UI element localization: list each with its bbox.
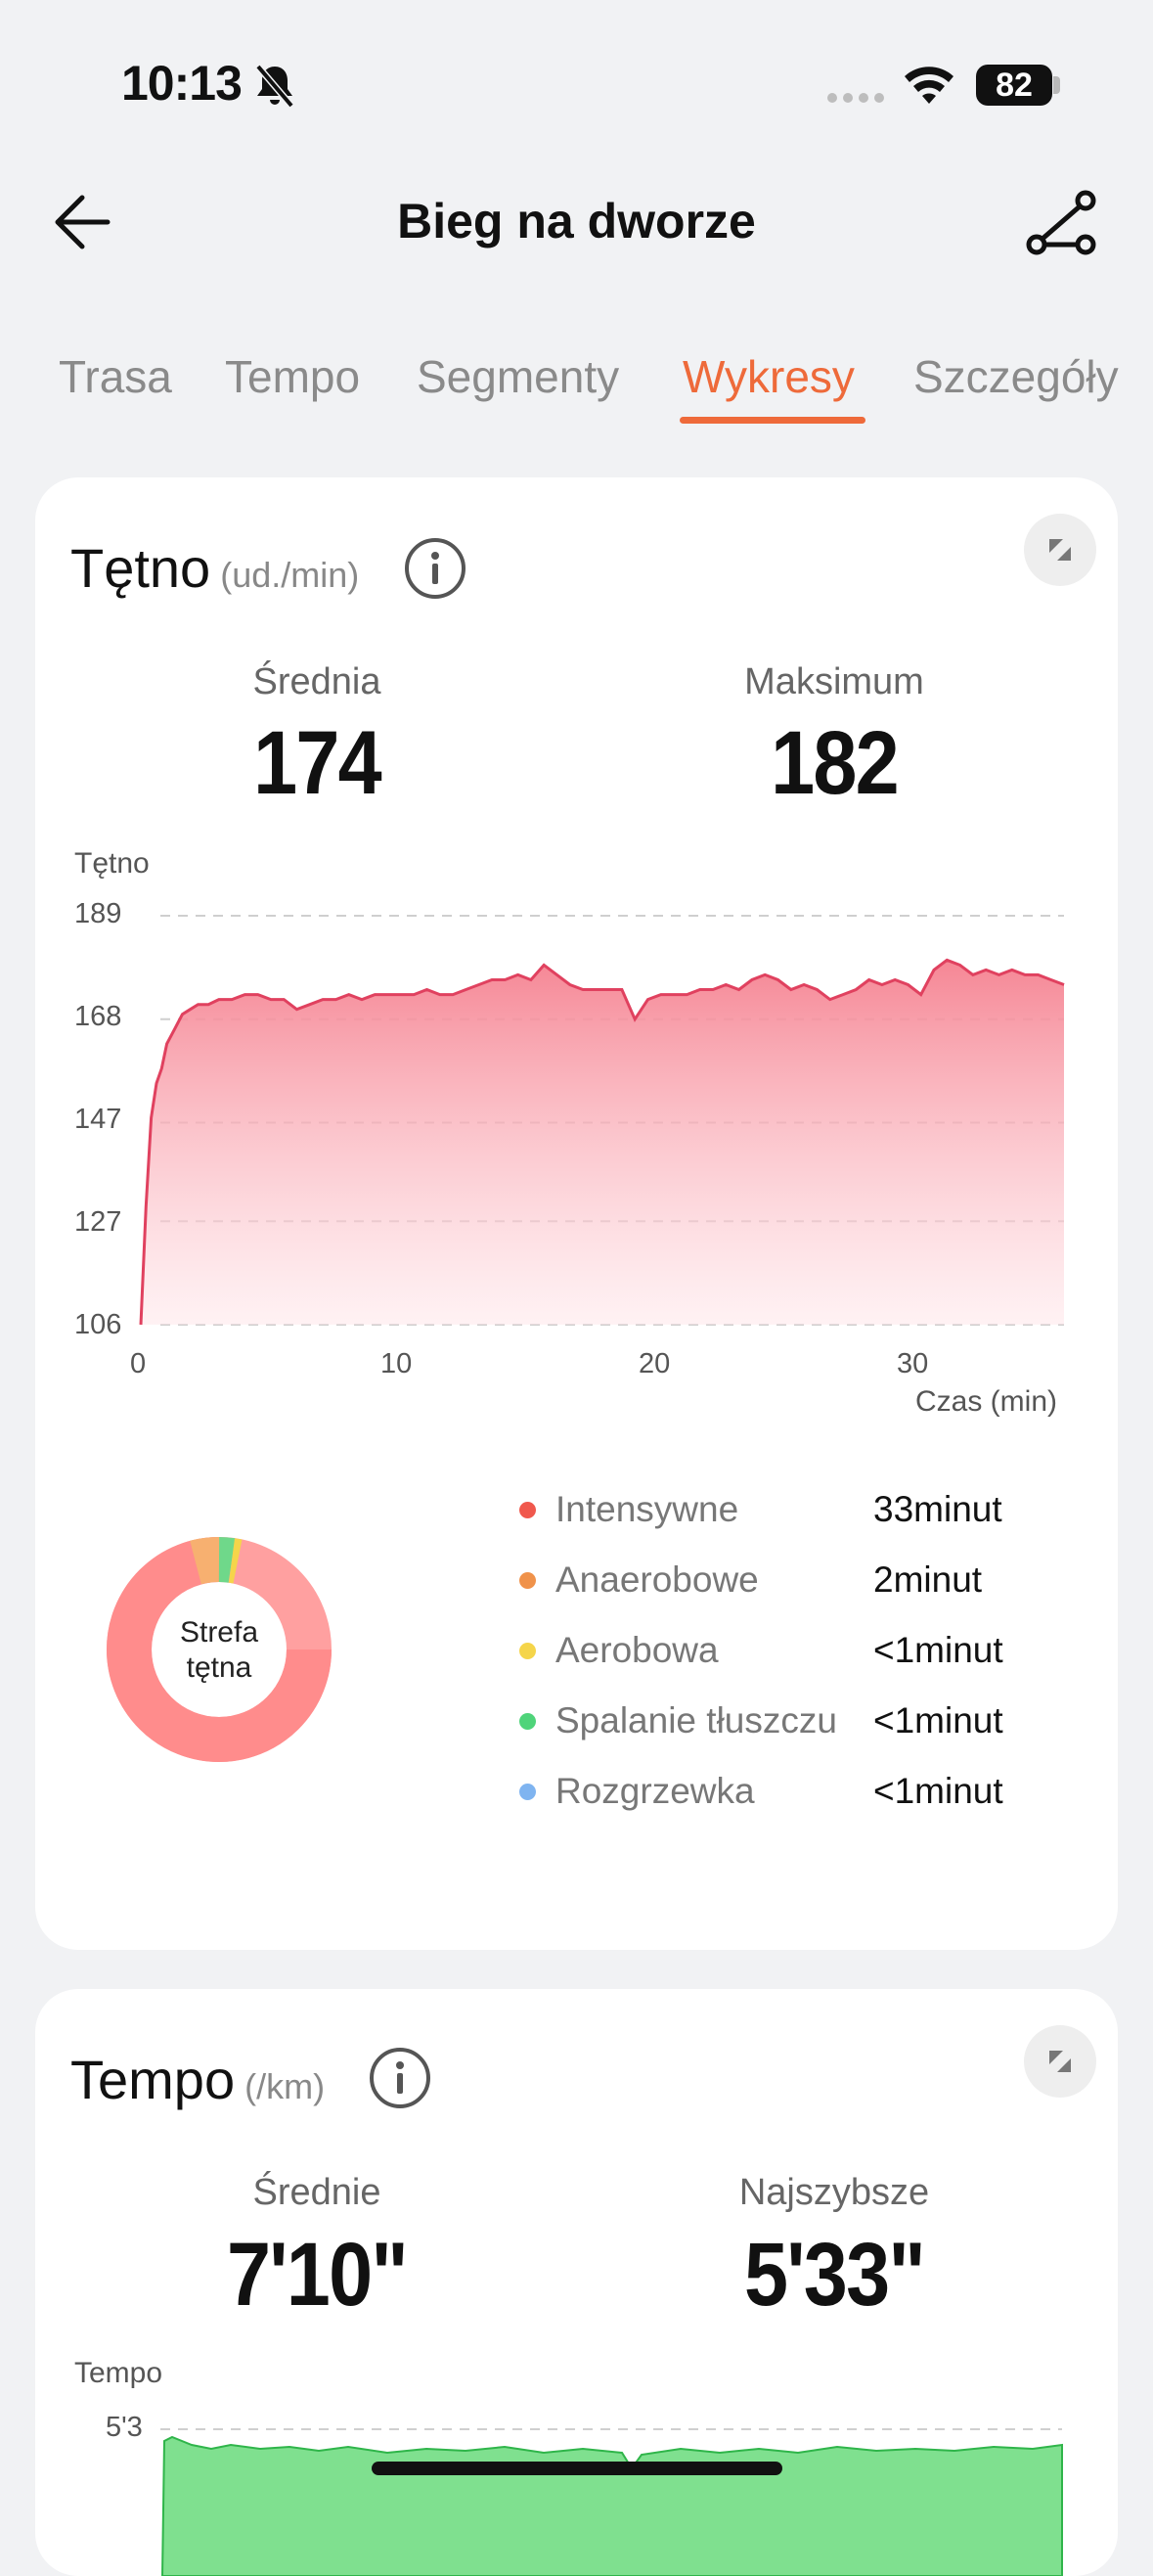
donut-anaerobic-arc	[190, 1537, 220, 1585]
legend-dot-fatburn	[519, 1713, 536, 1730]
pace-card: Tempo (/km) Średnie 7'10" Najszybsze 5'33…	[35, 1989, 1118, 2576]
heart-rate-card: Tętno (ud./min) Średnia 174 Maksimum 182 …	[35, 477, 1118, 1950]
legend-name: Rozgrzewka	[555, 1771, 755, 1811]
legend-value: <1minut	[873, 1630, 1003, 1670]
pace-unit: (/km)	[244, 2066, 326, 2106]
wifi-icon	[905, 67, 953, 104]
x-tick: 0	[130, 1348, 147, 1379]
y-tick: 106	[74, 1309, 122, 1340]
pace-y-tick: 5'3	[106, 2412, 143, 2443]
max-hr-value: 182	[771, 713, 900, 813]
donut-fatburn-arc	[218, 1537, 236, 1583]
info-icon[interactable]	[403, 536, 467, 601]
pace-chart	[160, 2428, 1063, 2576]
legend-name: Spalanie tłuszczu	[555, 1700, 837, 1740]
heart-rate-title: Tętno (ud./min)	[70, 536, 359, 600]
donut-aerobic-arc	[228, 1538, 243, 1584]
average-hr-value: 174	[253, 713, 382, 813]
route-icon[interactable]	[1017, 186, 1105, 264]
legend-dot-anaerobic	[519, 1572, 536, 1589]
average-pace-label: Średnie	[252, 2172, 381, 2213]
info-icon[interactable]	[368, 2046, 432, 2110]
home-indicator[interactable]	[372, 2462, 782, 2475]
donut-center-line1: Strefa	[179, 1616, 259, 1649]
x-tick: 30	[897, 1348, 929, 1379]
legend-value: <1minut	[873, 1700, 1003, 1740]
pace-title-text: Tempo	[70, 2049, 236, 2110]
battery-cap	[1053, 76, 1060, 94]
legend-value: 33minut	[873, 1489, 1002, 1529]
average-hr-label: Średnia	[252, 661, 381, 702]
heart-rate-title-text: Tętno	[70, 537, 211, 599]
status-time: 10:13	[121, 56, 243, 111]
active-tab-indicator	[680, 417, 865, 424]
expand-icon	[1049, 539, 1071, 561]
heart-rate-unit: (ud./min)	[220, 555, 360, 595]
y-tick: 127	[74, 1206, 122, 1238]
y-tick: 147	[74, 1104, 122, 1135]
page-title: Bieg na dworze	[397, 194, 756, 249]
bell-muted-icon	[255, 64, 294, 109]
back-button[interactable]	[49, 186, 137, 259]
pace-title: Tempo (/km)	[70, 2048, 325, 2111]
expand-icon	[1049, 2051, 1071, 2072]
expand-button[interactable]	[1024, 514, 1096, 586]
legend-value: 2minut	[873, 1559, 983, 1600]
legend-name: Anaerobowe	[555, 1559, 759, 1600]
heart-rate-chart	[139, 915, 1065, 1326]
legend-dot-intensive	[519, 1502, 536, 1518]
legend-name: Intensywne	[555, 1489, 739, 1529]
hr-area	[141, 960, 1064, 1325]
pace-chart-ylabel: Tempo	[74, 2357, 163, 2389]
max-hr-label: Maksimum	[744, 661, 924, 702]
x-tick: 20	[639, 1348, 671, 1379]
fastest-pace-value: 5'33"	[744, 2225, 926, 2325]
legend-value: <1minut	[873, 1771, 1003, 1811]
x-tick: 10	[380, 1348, 413, 1379]
fastest-pace-label: Najszybsze	[738, 2172, 930, 2213]
expand-button[interactable]	[1024, 2025, 1096, 2098]
tab-segmenty[interactable]: Segmenty	[417, 351, 620, 402]
chart-xlabel: Czas (min)	[915, 1385, 1058, 1418]
battery-indicator: 82	[976, 65, 1052, 106]
tab-wykresy[interactable]: Wykresy	[683, 351, 855, 402]
legend-dot-warmup	[519, 1784, 536, 1800]
legend-dot-aerobic	[519, 1643, 536, 1659]
hr-zone-donut	[107, 1537, 332, 1762]
pace-area	[160, 2435, 1063, 2576]
signal-icon	[827, 93, 884, 103]
y-tick: 168	[74, 1001, 122, 1032]
chart-ylabel: Tętno	[74, 847, 150, 880]
tab-trasa[interactable]: Trasa	[59, 351, 172, 402]
y-tick: 189	[74, 898, 122, 929]
average-pace-value: 7'10"	[227, 2225, 409, 2325]
tab-tempo[interactable]: Tempo	[225, 351, 361, 402]
hr-series-line	[139, 958, 1065, 1326]
donut-center-line2: tętna	[186, 1651, 252, 1684]
legend-name: Aerobowa	[555, 1630, 719, 1670]
donut-intensive-arc	[107, 1537, 332, 1762]
tab-szczegoly[interactable]: Szczegóły	[913, 351, 1119, 402]
donut-center-label: Strefa tętna	[121, 1615, 317, 1686]
